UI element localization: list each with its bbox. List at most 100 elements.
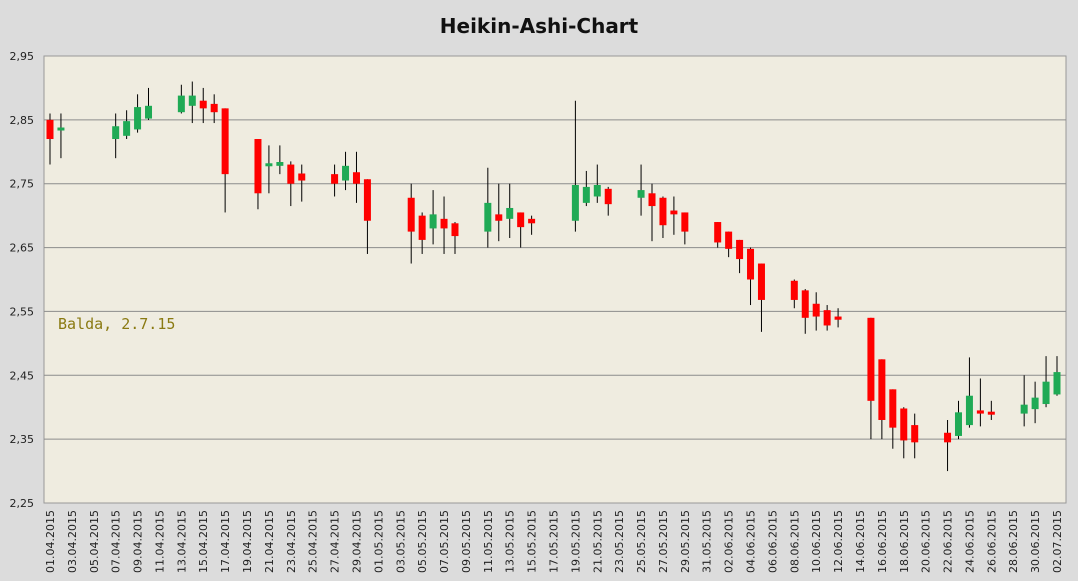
x-tick-label: 27.05.2015 (657, 510, 670, 573)
candle-body (747, 248, 755, 280)
candle (112, 113, 120, 159)
candle-body (177, 95, 185, 113)
candle (714, 222, 722, 248)
candle (331, 164, 339, 197)
candle (188, 81, 196, 124)
candle-body (57, 127, 65, 131)
candle (407, 183, 415, 264)
candle (506, 183, 514, 238)
x-tick-label: 04.06.2015 (745, 510, 758, 573)
x-tick-label: 24.06.2015 (963, 510, 976, 573)
candle (418, 212, 426, 254)
x-tick-label: 19.04.2015 (241, 510, 254, 573)
candle-body (342, 165, 350, 181)
candle-body (593, 184, 601, 197)
x-tick-label: 01.05.2015 (372, 510, 385, 573)
candle-body (834, 316, 842, 320)
x-tick-label: 26.06.2015 (985, 510, 998, 573)
x-tick-label: 03.04.2015 (66, 510, 79, 573)
candle-body (736, 239, 744, 260)
x-tick-label: 05.05.2015 (416, 510, 429, 573)
candle (867, 317, 875, 440)
candle-body (976, 410, 984, 414)
candle (484, 167, 492, 248)
candle-body (363, 179, 371, 221)
x-tick-label: 27.04.2015 (329, 510, 342, 573)
candle-body (199, 100, 207, 109)
candle (965, 357, 973, 428)
candle-body (528, 218, 536, 224)
y-tick-label: 2,55 (10, 305, 35, 318)
candle (834, 308, 842, 328)
x-tick-label: 07.05.2015 (438, 510, 451, 573)
candle (582, 170, 590, 207)
candle-body (221, 108, 229, 175)
candle-body (145, 105, 153, 119)
x-tick-label: 09.05.2015 (460, 510, 473, 573)
plot-area (43, 55, 1067, 504)
x-tick-label: 18.06.2015 (898, 510, 911, 573)
y-axis-ticks: 2,25 2,35 2,45 2,55 2,65 2,75 2,85 2,95 (10, 50, 35, 510)
candle (276, 145, 284, 175)
candle-body (451, 223, 459, 237)
candle (823, 305, 831, 331)
candle-body (517, 212, 525, 228)
candle-body (1053, 372, 1061, 395)
candle-body (1042, 381, 1050, 405)
candle-body (112, 126, 120, 140)
candle (429, 190, 437, 245)
candle (57, 113, 65, 159)
candle (954, 400, 962, 440)
candle (1053, 356, 1061, 396)
candle-body (659, 197, 667, 226)
x-tick-label: 02.06.2015 (723, 510, 736, 573)
x-tick-label: 07.04.2015 (110, 510, 123, 573)
candle (736, 239, 744, 274)
x-tick-label: 01.04.2015 (44, 510, 57, 573)
chart-annotation: Balda, 2.7.15 (58, 315, 175, 333)
candle (670, 196, 678, 235)
candle (134, 94, 142, 133)
candle (451, 222, 459, 254)
candle (495, 183, 503, 242)
candle-body (1031, 397, 1039, 410)
x-tick-label: 05.04.2015 (88, 510, 101, 573)
candle (254, 139, 262, 210)
y-tick-label: 2,35 (10, 433, 35, 446)
candle-body (823, 310, 831, 326)
candle (199, 87, 207, 124)
candle (987, 400, 995, 420)
candle-body (265, 163, 273, 167)
candle (889, 389, 897, 449)
candle (177, 84, 185, 114)
x-tick-label: 29.04.2015 (350, 510, 363, 573)
y-tick-label: 2,25 (10, 497, 35, 510)
candle (221, 108, 229, 213)
candle (1031, 381, 1039, 424)
candle-body (900, 408, 908, 441)
candle-body (188, 95, 196, 106)
candle (659, 196, 667, 238)
y-tick-label: 2,95 (10, 50, 35, 63)
candle-body (790, 280, 798, 300)
candle (571, 100, 579, 232)
candle-body (944, 432, 952, 443)
candle-body (889, 389, 897, 428)
x-tick-label: 16.06.2015 (876, 510, 889, 573)
candle (593, 164, 601, 203)
candle-body (440, 218, 448, 229)
x-tick-label: 13.05.2015 (504, 510, 517, 573)
candle-body (298, 173, 306, 181)
x-tick-label: 21.05.2015 (591, 510, 604, 573)
x-tick-label: 19.05.2015 (569, 510, 582, 573)
candle-body (757, 263, 765, 300)
candle-body (484, 202, 492, 232)
candle-body (46, 119, 54, 140)
y-tick-label: 2,85 (10, 114, 35, 127)
x-tick-label: 21.04.2015 (263, 510, 276, 573)
candle (1020, 375, 1028, 427)
candle-body (911, 425, 919, 443)
x-tick-label: 09.04.2015 (132, 510, 145, 573)
candle (790, 279, 798, 309)
candle-body (867, 317, 875, 401)
